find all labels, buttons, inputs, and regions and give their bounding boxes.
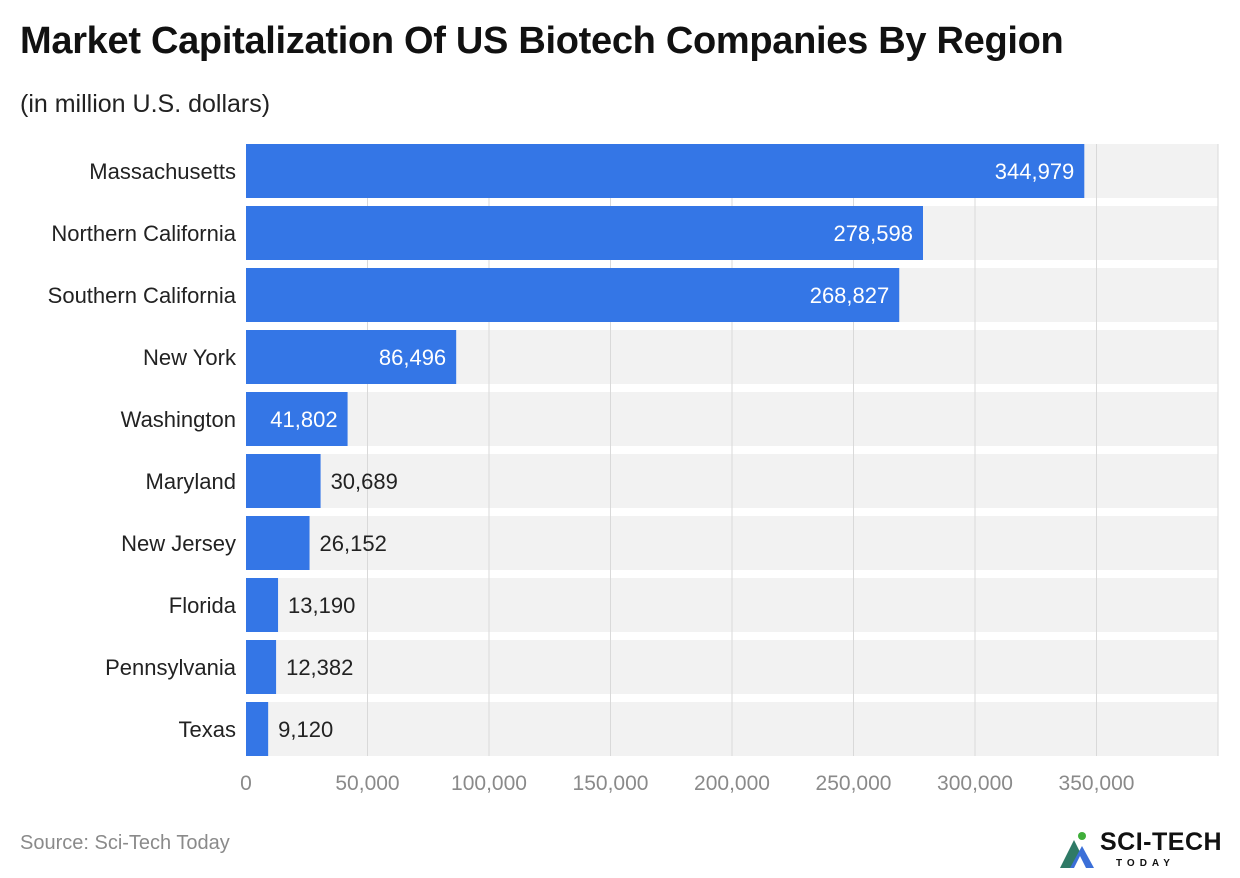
bar [246, 454, 321, 508]
data-label: 41,802 [270, 407, 337, 432]
x-tick-label: 150,000 [573, 772, 649, 795]
category-label: Pennsylvania [105, 655, 237, 680]
x-tick-label: 50,000 [335, 772, 399, 795]
bar [246, 516, 310, 570]
data-label: 268,827 [810, 283, 890, 308]
category-label: Washington [121, 407, 236, 432]
bar [246, 392, 348, 446]
data-label: 9,120 [278, 717, 333, 742]
bar [246, 640, 277, 694]
data-label: 278,598 [833, 221, 913, 246]
x-tick-label: 0 [240, 772, 252, 795]
bar [246, 702, 269, 756]
category-label: New Jersey [121, 531, 236, 556]
bar [246, 268, 900, 322]
data-label: 86,496 [379, 345, 446, 370]
x-tick-label: 300,000 [937, 772, 1013, 795]
category-label: Texas [179, 717, 236, 742]
data-label: 13,190 [288, 593, 355, 618]
category-label: Southern California [48, 283, 237, 308]
x-tick-label: 200,000 [694, 772, 770, 795]
category-label: Florida [169, 593, 237, 618]
chart-subtitle: (in million U.S. dollars) [20, 90, 271, 118]
logo-mountain-icon [1060, 832, 1094, 868]
bar-chart: Massachusetts 344,979 Northern California 2… [48, 144, 1219, 795]
category-label: New York [143, 345, 237, 370]
data-label: 30,689 [331, 469, 398, 494]
logo-wordmark: SCI-TECH [1100, 828, 1223, 856]
x-tick-label: 250,000 [816, 772, 892, 795]
source-note: Source: Sci-Tech Today [20, 832, 230, 854]
category-label: Northern California [51, 221, 236, 246]
x-tick-label: 100,000 [451, 772, 527, 795]
bar [246, 144, 1085, 198]
data-label: 344,979 [995, 159, 1075, 184]
x-tick-label: 350,000 [1059, 772, 1135, 795]
bar [246, 206, 923, 260]
chart-title: Market Capitalization Of US Biotech Comp… [20, 20, 1064, 62]
logo-subtext: TODAY [1116, 858, 1175, 869]
data-label: 26,152 [320, 531, 387, 556]
sci-tech-today-logo: SCI-TECH TODAY [1058, 826, 1234, 872]
data-label: 12,382 [286, 655, 353, 680]
category-label: Massachusetts [89, 159, 236, 184]
category-label: Maryland [146, 469, 236, 494]
bar [246, 578, 279, 632]
bar [246, 330, 457, 384]
